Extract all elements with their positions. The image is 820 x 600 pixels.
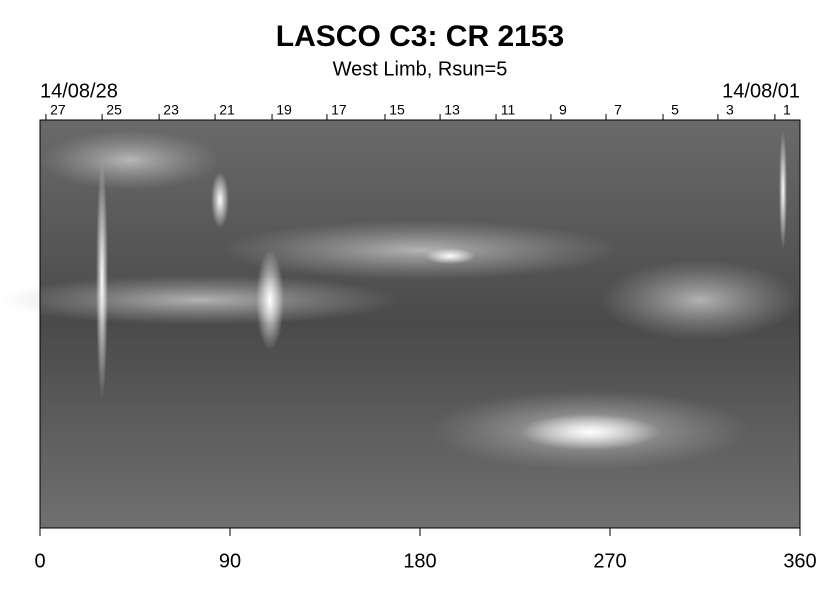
x2-tick-label: 1: [783, 102, 791, 118]
end-date: 14/08/01: [722, 80, 800, 102]
x-tick-label: 0: [34, 550, 45, 572]
x-tick-label: 270: [593, 550, 626, 572]
x-tick-label: 360: [783, 550, 816, 572]
x2-tick-label: 11: [501, 102, 516, 118]
x-tick-label: 180: [403, 550, 436, 572]
x2-tick-label: 19: [276, 102, 292, 118]
x2-tick-label: 9: [559, 102, 567, 118]
x2-tick-label: 21: [219, 102, 235, 118]
x2-tick-label: 17: [331, 102, 347, 118]
chart-subtitle: West Limb, Rsun=5: [333, 58, 508, 80]
x2-tick-label: 15: [389, 102, 405, 118]
x2-tick-label: 27: [50, 102, 66, 118]
x2-tick-label: 5: [671, 102, 679, 118]
x2-tick-label: 23: [163, 102, 179, 118]
x2-tick-label: 25: [106, 102, 122, 118]
synoptic-image: [0, 119, 801, 529]
start-date: 14/08/28: [40, 80, 118, 102]
x2-tick-label: 7: [614, 102, 622, 118]
chart-title: LASCO C3: CR 2153: [276, 20, 564, 53]
x2-tick-label: 3: [726, 102, 734, 118]
x-tick-label: 90: [219, 550, 241, 572]
x2-tick-label: 13: [444, 102, 460, 118]
